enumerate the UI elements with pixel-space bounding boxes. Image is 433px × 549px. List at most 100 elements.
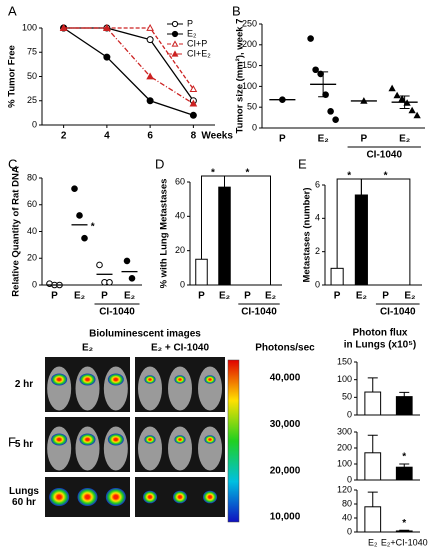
legend-label: P: [187, 18, 193, 28]
y-tick-label: 50: [247, 102, 257, 112]
row-label: 5 hr: [15, 439, 33, 450]
bar: [354, 194, 368, 286]
x-tick-label: P: [334, 291, 341, 302]
marker: [59, 23, 68, 31]
marker: [327, 108, 334, 115]
signal: [204, 375, 216, 384]
group-label: CI-1040: [99, 307, 135, 318]
x-tick-label: P: [101, 291, 108, 302]
significance: *: [246, 168, 250, 179]
bar: [395, 466, 413, 481]
x-tick-label: 2: [61, 131, 67, 142]
flux-title: Photon flux: [353, 328, 408, 339]
signal: [79, 433, 96, 446]
x-tick-label: E₂: [404, 291, 415, 302]
legend-marker: [171, 30, 179, 38]
signal: [49, 488, 70, 506]
y-tick-label: 60: [175, 176, 185, 186]
y-tick-label: 0: [347, 526, 352, 536]
marker: [146, 97, 154, 105]
legend-label: CI+P: [187, 38, 207, 48]
mouse: [198, 366, 222, 411]
marker: [312, 66, 319, 74]
marker: [76, 212, 83, 219]
y-tick-label: 50: [342, 392, 352, 402]
group-label: CI-1040: [366, 150, 402, 161]
y-tick-label: 0: [315, 279, 320, 289]
legend-label: E₂: [187, 28, 197, 38]
x-axis-label: Weeks: [201, 131, 233, 142]
row-label: 2 hr: [15, 379, 33, 390]
y-tick-label: 300: [337, 426, 352, 436]
colorbar-tick-label: 20,000: [270, 465, 301, 476]
y-tick-label: 6: [315, 179, 320, 189]
x-tick-label: P: [198, 291, 205, 302]
signal: [105, 488, 126, 506]
y-tick-label: 0: [32, 119, 37, 129]
marker: [146, 23, 154, 31]
signal: [173, 490, 187, 504]
error-bar: [367, 377, 378, 393]
y-tick-label: 40: [27, 226, 37, 236]
x-tick-label: E₂: [74, 291, 85, 302]
x-tick-label: E₂: [399, 134, 410, 145]
y-axis-label: Metastases (number): [302, 187, 313, 282]
signal: [107, 433, 124, 446]
marker: [128, 275, 136, 282]
x-tick-label: E₂: [356, 291, 367, 302]
x-tick-label: P: [279, 134, 286, 145]
error-bar: [367, 434, 378, 453]
colorbar-title: Photons/sec: [255, 343, 315, 354]
marker: [413, 111, 421, 119]
error-bar: [367, 491, 378, 507]
mouse: [168, 366, 192, 411]
error-bar: [318, 71, 329, 98]
y-tick-label: 100: [242, 81, 257, 91]
marker: [146, 36, 154, 44]
y-tick-label: 80: [27, 172, 37, 182]
bar: [364, 391, 382, 416]
marker: [103, 53, 111, 61]
signal: [174, 375, 186, 384]
marker: [398, 95, 406, 102]
row-label: 60 hr: [12, 497, 36, 508]
significance: *: [347, 171, 351, 182]
signal: [174, 435, 186, 444]
mouse: [138, 366, 162, 411]
y-axis-label: % with Lung Metastases: [159, 179, 170, 289]
y-tick-label: 40: [175, 211, 185, 221]
marker: [103, 23, 111, 31]
y-tick-label: 0: [347, 474, 352, 484]
y-tick-label: 2: [315, 246, 320, 256]
significance-bracket: [360, 178, 411, 285]
mouse: [75, 366, 100, 411]
significance: *: [211, 168, 215, 179]
group-label: CI-1040: [380, 307, 416, 318]
signal: [143, 490, 157, 504]
group-label: CI-1040: [241, 307, 277, 318]
mouse: [103, 366, 128, 411]
x-tick-label: E₂: [368, 537, 378, 547]
x-tick-label: E₂: [318, 134, 329, 145]
y-tick-label: 75: [27, 47, 37, 57]
y-tick-label: 100: [337, 458, 352, 468]
marker: [189, 85, 198, 93]
error-bar: [399, 463, 410, 468]
series-line: [63, 27, 194, 105]
bar: [395, 396, 413, 416]
y-tick-label: 250: [242, 18, 257, 28]
colorbar: [227, 359, 240, 523]
x-tick-label: P: [244, 291, 251, 302]
flux-title: in Lungs (x10⁵): [344, 340, 416, 351]
y-tick-label: 4: [315, 213, 320, 223]
mouse: [75, 426, 100, 471]
series-line: [63, 27, 194, 90]
legend-marker: [171, 50, 179, 57]
y-tick-label: 150: [337, 356, 352, 366]
marker: [81, 234, 88, 242]
signal: [144, 375, 156, 384]
y-tick-label: 100: [337, 374, 352, 384]
y-tick-label: 40: [342, 512, 352, 522]
y-tick-label: 20: [175, 245, 185, 255]
y-tick-label: 25: [27, 95, 37, 105]
